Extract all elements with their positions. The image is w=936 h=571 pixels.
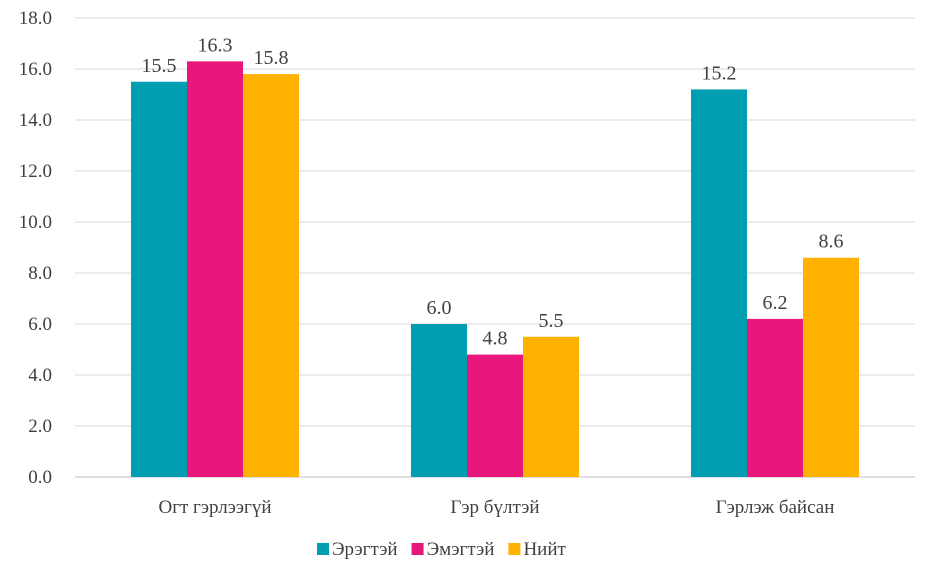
- data-labels: 15.5 16.3 15.8 6.0 4.8 5.5 15.2 6.2 8.6: [142, 34, 844, 349]
- data-label: 5.5: [539, 310, 564, 332]
- bar: [523, 336, 579, 477]
- y-tick-label: 12.0: [19, 161, 52, 182]
- bar: [467, 354, 523, 477]
- legend-swatch: [317, 543, 329, 555]
- bars: [131, 61, 859, 478]
- x-axis: Огт гэрлээгүй Гэр бүлтэй Гэрлэж байсан: [158, 497, 834, 518]
- y-tick-label: 16.0: [19, 59, 52, 80]
- bar: [131, 81, 187, 477]
- y-tick-label: 10.0: [19, 212, 52, 233]
- data-label: 6.2: [763, 292, 788, 314]
- bar: [243, 74, 299, 477]
- category-label: Огт гэрлээгүй: [158, 497, 271, 518]
- data-label: 15.8: [254, 47, 289, 69]
- data-label: 15.5: [142, 55, 177, 77]
- data-label: 8.6: [819, 231, 844, 253]
- legend-swatch: [508, 543, 521, 555]
- bar: [691, 89, 747, 478]
- y-tick-label: 14.0: [19, 110, 52, 131]
- y-tick-label: 6.0: [28, 314, 52, 335]
- y-tick-label: 2.0: [28, 416, 52, 437]
- legend-label: Нийт: [523, 539, 566, 560]
- y-tick-label: 4.0: [28, 365, 52, 386]
- legend-label: Эрэгтэй: [332, 539, 398, 560]
- bar: [411, 324, 467, 477]
- legend: Эрэгтэй Эмэгтэй Нийт: [317, 539, 566, 560]
- legend-swatch: [411, 543, 424, 555]
- y-axis: 0.0 2.0 4.0 6.0 8.0 10.0 12.0 14.0 16.0 18.0: [19, 8, 52, 488]
- bar: [803, 257, 859, 477]
- y-tick-label: 8.0: [28, 263, 52, 284]
- legend-label: Эмэгтэй: [427, 539, 495, 560]
- data-label: 15.2: [702, 62, 737, 84]
- y-tick-label: 0.0: [28, 467, 52, 488]
- data-label: 6.0: [427, 297, 452, 319]
- bar: [187, 61, 243, 477]
- category-label: Гэрлэж байсан: [716, 497, 835, 518]
- data-label: 4.8: [483, 328, 508, 350]
- bar: [747, 318, 803, 477]
- data-label: 16.3: [198, 34, 233, 56]
- y-tick-label: 18.0: [19, 8, 52, 29]
- category-label: Гэр бүлтэй: [450, 497, 539, 518]
